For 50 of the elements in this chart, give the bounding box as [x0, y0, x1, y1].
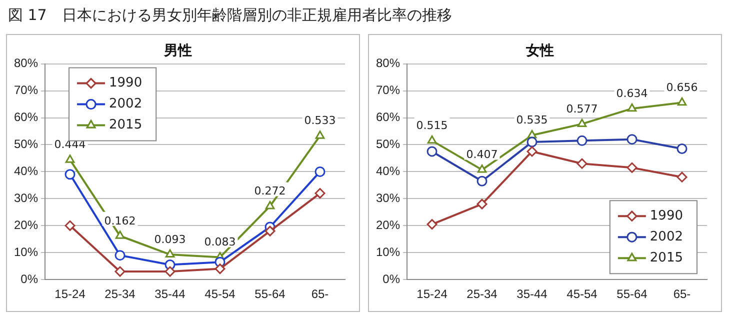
x-tick-label: 25-34	[104, 287, 136, 302]
legend-label: 1990	[109, 76, 142, 91]
data-label: 0.407	[466, 148, 498, 162]
y-tick-label: 30%	[14, 190, 38, 205]
legend-label: 2015	[109, 118, 142, 133]
legend-label: 2002	[650, 229, 684, 244]
x-tick-label: 65-	[673, 287, 691, 302]
y-tick-label: 60%	[14, 110, 38, 124]
chart-title: 男性	[163, 43, 192, 60]
y-tick-label: 10%	[14, 244, 38, 259]
y-tick-label: 20%	[376, 218, 400, 232]
x-tick-label: 35-44	[154, 287, 186, 302]
y-tick-label: 60%	[376, 110, 400, 124]
y-tick-label: 30%	[376, 190, 400, 205]
y-tick-label: 80%	[376, 56, 400, 70]
caption: 図 17 日本における男女別年齢階層別の非正規雇用者比率の推移	[8, 6, 453, 25]
legend-label: 2015	[650, 250, 684, 266]
x-tick-label: 15-24	[416, 287, 448, 302]
data-label: 0.272	[254, 184, 286, 198]
x-tick-label: 25-34	[466, 287, 498, 302]
y-tick-label: 10%	[376, 244, 400, 259]
data-label: 0.162	[104, 214, 136, 228]
data-label: 0.533	[304, 114, 336, 128]
y-tick-label: 50%	[14, 137, 38, 152]
x-tick-label: 45-54	[204, 287, 236, 302]
y-tick-label: 50%	[376, 137, 400, 152]
data-label: 0.656	[666, 81, 698, 94]
x-tick-label: 45-54	[566, 287, 598, 302]
x-tick-label: 35-44	[516, 287, 548, 302]
legend-label: 2002	[109, 96, 142, 112]
y-tick-label: 70%	[376, 83, 400, 98]
x-tick-label: 55-64	[254, 287, 286, 302]
y-tick-label: 20%	[14, 218, 38, 232]
y-tick-label: 80%	[14, 56, 38, 70]
x-tick-label: 15-24	[54, 287, 86, 302]
y-tick-label: 40%	[14, 164, 38, 178]
legend-label: 1990	[650, 208, 684, 224]
data-label: 0.083	[204, 236, 236, 249]
y-tick-label: 40%	[376, 164, 400, 178]
y-tick-label: 0%	[382, 272, 400, 286]
y-tick-label: 70%	[14, 83, 38, 98]
data-label: 0.093	[154, 232, 186, 246]
data-label: 0.515	[416, 119, 448, 132]
chart-title: 女性	[525, 43, 554, 60]
data-label: 0.535	[516, 114, 548, 127]
data-label: 0.634	[616, 86, 648, 100]
x-tick-label: 55-64	[616, 287, 648, 302]
x-tick-label: 65-	[311, 287, 329, 302]
data-label: 0.577	[566, 102, 598, 116]
y-tick-label: 0%	[20, 272, 38, 286]
